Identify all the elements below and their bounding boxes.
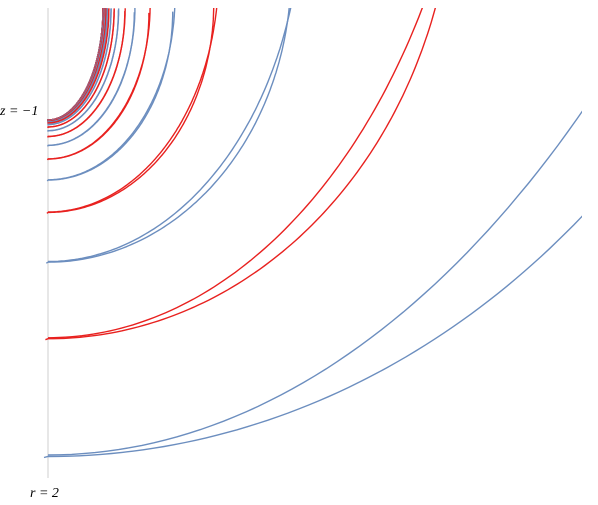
- level-curve: [47, 11, 126, 138]
- level-curve: [47, 8, 105, 122]
- level-curve: [47, 12, 135, 147]
- level-curve: [47, 8, 108, 123]
- level-curve: [43, 215, 582, 459]
- level-curve: [48, 8, 176, 181]
- level-curve: [48, 8, 104, 121]
- level-curve: [48, 8, 218, 213]
- level-curve: [47, 9, 112, 126]
- level-curve: [45, 8, 437, 341]
- level-curve: [47, 9, 115, 129]
- level-curve: [48, 8, 104, 121]
- level-curve: [46, 12, 150, 161]
- level-curve: [48, 8, 292, 263]
- level-curve: [48, 8, 104, 121]
- level-curve: [46, 8, 215, 214]
- level-curve: [48, 8, 104, 121]
- level-curve: [47, 8, 424, 339]
- level-curve: [48, 8, 151, 160]
- level-curve: [48, 8, 104, 121]
- level-curve: [48, 8, 104, 121]
- level-curve: [47, 8, 110, 124]
- level-curve: [48, 8, 104, 121]
- level-curve: [46, 11, 174, 182]
- r-label: r = 2: [30, 486, 59, 501]
- level-curve: [47, 110, 582, 456]
- level-curve: [47, 10, 120, 132]
- z-label: z = −1: [0, 104, 38, 119]
- level-curve: [45, 8, 290, 264]
- curve-family: [43, 8, 582, 459]
- level-curve: [48, 8, 104, 121]
